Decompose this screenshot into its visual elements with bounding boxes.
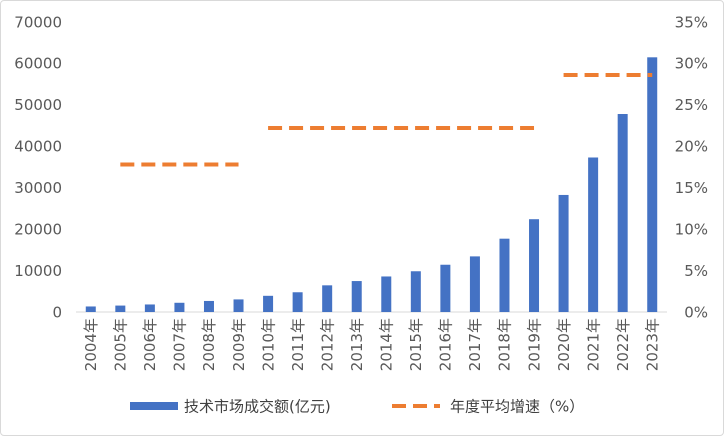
- x-tick-label: 2016年: [437, 318, 455, 371]
- legend-swatch-bar: [130, 402, 178, 410]
- x-tick-label: 2005年: [112, 318, 130, 371]
- right-tick-label: 25%: [675, 96, 708, 114]
- x-tick-label: 2006年: [141, 318, 159, 371]
- left-tick-label: 30000: [14, 179, 62, 197]
- x-tick-label: 2017年: [466, 318, 484, 371]
- right-tick-label: 35%: [675, 13, 708, 31]
- x-tick-label: 2020年: [555, 318, 573, 371]
- right-tick-label: 30%: [675, 55, 708, 73]
- bar-2014年: [381, 276, 392, 312]
- bar-2008年: [203, 300, 214, 312]
- legend: 技术市场成交额(亿元) 年度平均增速（%）: [130, 398, 584, 416]
- x-tick-label: 2022年: [614, 318, 632, 371]
- bar-2011年: [292, 292, 303, 312]
- x-tick-label: 2013年: [348, 318, 366, 371]
- left-tick-label: 40000: [14, 138, 62, 156]
- left-tick-label: 0: [52, 303, 62, 321]
- bar-2013年: [351, 281, 362, 312]
- bar-2020年: [558, 194, 569, 312]
- x-tick-label: 2009年: [230, 318, 248, 371]
- bar-2015年: [410, 271, 421, 312]
- x-tick-label: 2014年: [378, 318, 396, 371]
- right-tick-label: 20%: [675, 138, 708, 156]
- x-tick-label: 2012年: [318, 318, 336, 371]
- legend-item-turnover: 技术市场成交额(亿元): [130, 398, 331, 416]
- left-axis: 0 10000 20000 30000 40000 50000 60000 70000: [14, 13, 62, 321]
- x-tick-label: 2007年: [171, 318, 189, 371]
- bar-2019年: [529, 219, 540, 312]
- x-axis: 2004年 2005年 2006年 2007年 2008年 2009年 2010年 2011年…: [82, 318, 661, 371]
- bar-2004年: [85, 306, 96, 312]
- bar-2017年: [469, 256, 480, 312]
- bar-2022年: [617, 114, 628, 312]
- legend-item-growth: 年度平均增速（%）: [392, 398, 584, 416]
- growth-line-series: [120, 73, 653, 167]
- x-tick-label: 2010年: [259, 318, 277, 371]
- x-tick-label: 2008年: [200, 318, 218, 371]
- left-tick-label: 60000: [14, 55, 62, 73]
- left-tick-label: 20000: [14, 220, 62, 238]
- x-tick-label: 2015年: [407, 318, 425, 371]
- x-tick-label: 2011年: [289, 318, 307, 371]
- right-tick-label: 15%: [675, 179, 708, 197]
- bar-2012年: [322, 285, 333, 312]
- legend-label-turnover: 技术市场成交额(亿元): [184, 398, 331, 416]
- bar-2018年: [499, 238, 510, 312]
- legend-label-growth: 年度平均增速（%）: [450, 398, 584, 416]
- bar-2021年: [588, 157, 599, 312]
- left-tick-label: 10000: [14, 262, 62, 280]
- x-tick-label: 2018年: [496, 318, 514, 371]
- right-axis: 0% 5% 10% 15% 20% 25% 30% 35%: [675, 13, 708, 321]
- bar-2023年: [647, 57, 658, 312]
- left-tick-label: 70000: [14, 13, 62, 31]
- bar-2007年: [174, 302, 185, 312]
- x-tick-label: 2004年: [82, 318, 100, 371]
- x-tick-label: 2019年: [525, 318, 543, 371]
- right-tick-label: 0%: [684, 303, 708, 321]
- bar-2009年: [233, 299, 244, 312]
- left-tick-label: 50000: [14, 96, 62, 114]
- bar-2016年: [440, 264, 451, 312]
- bar-series: [85, 57, 658, 312]
- bar-2005年: [115, 305, 126, 312]
- bar-2010年: [263, 295, 274, 312]
- right-tick-label: 5%: [684, 262, 708, 280]
- bar-2006年: [144, 304, 155, 312]
- right-tick-label: 10%: [675, 220, 708, 238]
- x-tick-label: 2023年: [643, 318, 661, 371]
- x-tick-label: 2021年: [584, 318, 602, 371]
